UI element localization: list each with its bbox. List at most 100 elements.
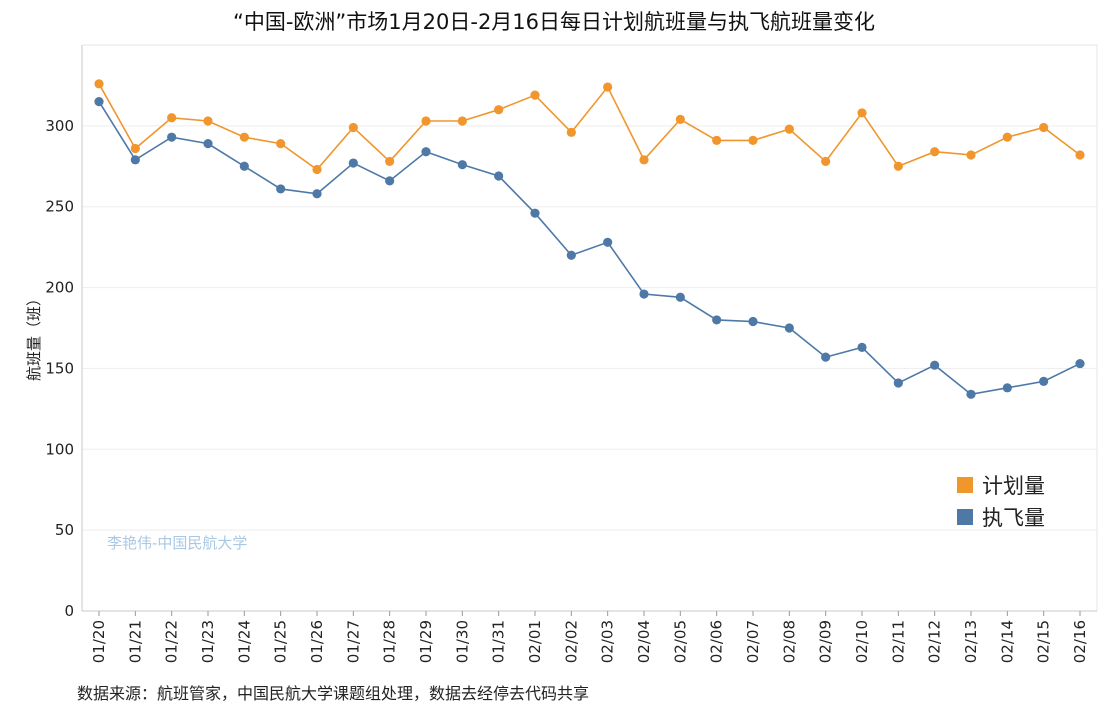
data-point [639,155,649,165]
series-line [98,101,1081,396]
data-point [893,161,903,171]
y-tick-label: 150 [45,359,74,377]
x-tick-label: 02/01 [526,620,544,663]
data-point [167,132,177,142]
data-point [457,160,467,170]
x-tick-label: 02/07 [744,620,762,663]
data-point [821,352,831,362]
data-point [530,208,540,218]
data-point [530,90,540,100]
data-point [203,116,213,126]
data-point [1039,376,1049,386]
x-tick-label: 01/25 [272,620,290,663]
x-tick-label: 01/20 [90,620,108,663]
legend-swatch [957,509,973,525]
x-tick-label: 01/28 [381,620,399,663]
data-point [566,250,576,260]
data-point [930,147,940,157]
data-point [239,132,249,142]
data-point [1039,122,1049,133]
data-point [130,143,140,154]
data-point [276,184,286,194]
data-point [566,127,576,137]
y-axis-label: 航班量（班） [25,291,43,381]
y-tick-label: 50 [55,521,74,539]
x-tick-label: 01/31 [490,620,508,663]
data-point [1002,132,1012,142]
data-point [312,164,322,175]
y-tick-label: 300 [45,117,74,135]
series-2 [94,97,1085,399]
data-point [421,116,431,126]
data-point [1075,358,1085,369]
data-point [1075,150,1085,160]
x-tick-label: 02/03 [599,620,617,663]
x-tick-label: 02/12 [926,620,944,663]
x-tick-label: 02/13 [962,620,980,663]
x-tick-label: 01/29 [417,620,435,663]
data-point [821,156,831,167]
data-point [712,315,722,325]
y-tick-label: 250 [45,198,74,216]
data-point [494,171,504,181]
data-point [639,289,649,299]
data-point [748,316,758,327]
x-tick-label: 02/04 [635,620,653,663]
data-point [675,114,685,124]
legend-label: 执飞量 [982,506,1045,530]
x-tick-label: 02/16 [1071,620,1089,663]
y-tick-label: 200 [45,279,74,297]
series-1 [94,79,1085,175]
watermark: 李艳伟-中国民航大学 [107,534,247,552]
x-tick-label: 02/06 [708,620,726,663]
y-tick-label: 100 [45,440,74,458]
data-point [494,105,504,115]
data-point [203,139,213,149]
data-point [712,135,722,146]
x-tick-label: 02/05 [671,620,689,663]
x-tick-label: 01/26 [308,620,326,663]
source-note: 数据来源：航班管家，中国民航大学课题组处理，数据去经停去代码共享 [77,684,590,703]
data-point [857,108,867,118]
data-point [94,97,104,107]
x-tick-label: 02/02 [562,620,580,663]
legend-label: 计划量 [982,474,1045,498]
data-point [966,389,976,399]
data-point [312,189,322,199]
x-tick-label: 02/09 [817,620,835,663]
data-point [784,124,794,134]
x-tick-label: 02/11 [889,620,907,663]
data-point [348,122,358,133]
data-point [603,237,613,247]
data-point [94,79,104,89]
x-tick-label: 01/24 [235,620,253,663]
x-tick-label: 01/30 [453,620,471,663]
legend-swatch [957,477,973,493]
chart-title: “中国-欧洲”市场1月20日-2月16日每日计划航班量与执飞航班量变化 [232,10,876,34]
data-point [167,113,177,123]
data-point [239,161,249,171]
y-tick-label: 0 [64,602,74,620]
data-point [603,82,613,92]
axes: 0 50 100 150 200 250 300 01/20 01/21 01/22 01/23 01… [25,45,1097,663]
data-point [1002,383,1012,393]
data-point [930,360,940,370]
data-point [421,147,431,157]
x-tick-label: 01/21 [126,620,144,663]
data-point [385,176,395,186]
x-tick-label: 01/22 [163,620,181,663]
data-point [966,150,976,160]
data-point [784,323,794,333]
x-tick-label: 02/10 [853,620,871,663]
data-point [857,342,867,353]
data-point [276,139,286,149]
x-tick-label: 02/14 [998,620,1016,663]
data-point [385,156,395,167]
data-point [130,155,140,165]
data-point [348,158,358,168]
data-point [748,135,758,146]
x-tick-label: 02/08 [780,620,798,663]
data-point [893,378,903,388]
